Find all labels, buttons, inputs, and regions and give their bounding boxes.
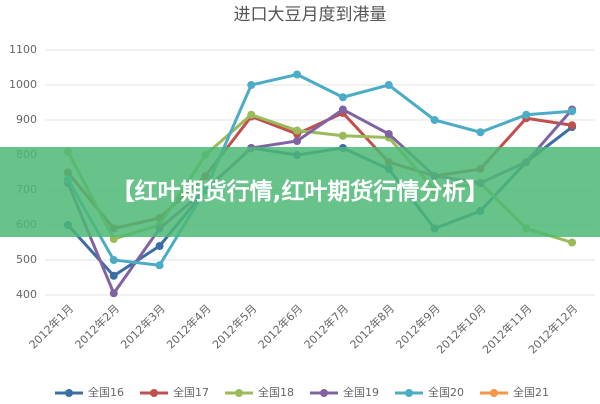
x-tick-label: 2012年9月 [393,301,443,351]
legend-marker [65,389,73,397]
x-tick-label: 2012年7月 [301,301,351,351]
legend-label: 全国17 [173,385,209,399]
data-point [384,130,393,138]
legend-label: 全国18 [258,385,294,399]
banner: 【红叶期货行情,红叶期货行情分析】 [0,147,600,237]
legend-marker [150,389,158,397]
y-tick-label: 400 [16,288,37,301]
data-point [109,256,118,264]
data-point [338,131,347,140]
data-point [522,110,531,119]
legend-marker [405,389,413,397]
data-point [247,110,256,119]
x-tick-label: 2012年5月 [209,301,259,351]
x-tick-label: 2012年3月 [118,301,168,351]
y-tick-label: 900 [16,113,37,126]
legend-marker [320,389,328,397]
data-point [384,81,393,89]
data-point [109,271,118,280]
data-point [293,126,302,135]
data-point [293,137,302,145]
data-point [293,70,302,79]
data-point [155,261,164,270]
legend-label: 全国16 [88,385,124,399]
data-point [476,128,485,137]
y-tick-label: 500 [16,253,37,266]
data-point [430,116,439,124]
data-point [568,121,577,130]
data-point [338,105,347,114]
legend-marker [235,389,243,397]
data-point [568,238,577,247]
x-tick-label: 2012年6月 [255,301,305,351]
chart-title: 进口大豆月度到港量 [234,5,387,25]
legend-label: 全国19 [343,385,379,399]
x-tick-label: 2012年4月 [163,301,213,351]
data-point [109,235,118,243]
x-tick-label: 2012年2月 [72,301,122,351]
y-tick-label: 1000 [9,78,37,91]
legend-marker [490,389,498,397]
x-tick-label: 2012年8月 [347,301,397,351]
legend-label: 全国20 [428,385,464,399]
banner-text: 【红叶期货行情,红叶期货行情分析】 [111,179,489,205]
data-point [247,81,256,89]
legend-label: 全国21 [513,385,549,399]
x-tick-label: 2012年1月 [26,301,76,351]
data-point [338,93,347,102]
y-tick-label: 1100 [9,43,37,56]
x-tick-label: 2012年12月 [525,301,580,356]
data-point [109,289,118,298]
series-line [66,72,573,267]
data-point [568,107,577,116]
data-point [155,242,164,250]
